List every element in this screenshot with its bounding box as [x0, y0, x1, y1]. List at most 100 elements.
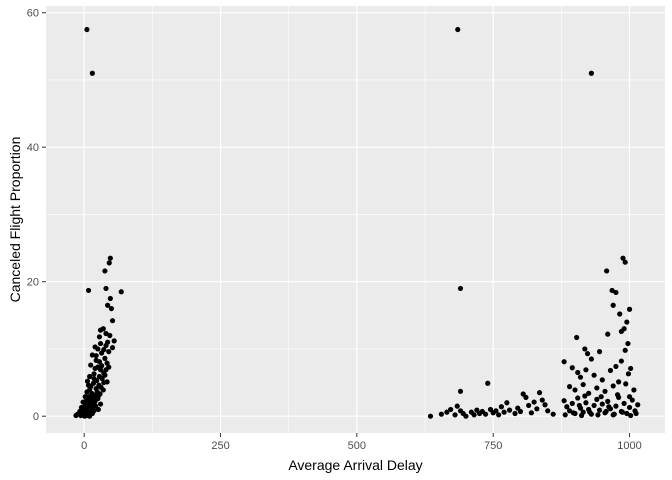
data-point — [577, 374, 584, 380]
data-point — [107, 332, 113, 339]
data-point — [625, 371, 632, 377]
data-point — [496, 412, 502, 418]
data-point — [550, 411, 556, 417]
data-point — [498, 404, 504, 410]
data-point — [106, 349, 112, 355]
data-point — [111, 338, 117, 344]
data-point — [485, 380, 491, 386]
data-point — [626, 306, 633, 312]
data-point — [588, 70, 594, 76]
data-point — [594, 385, 600, 391]
data-point — [564, 404, 570, 410]
data-point — [587, 409, 593, 415]
data-point — [109, 345, 116, 351]
data-point — [613, 403, 619, 409]
data-point — [118, 289, 124, 295]
data-point — [609, 287, 615, 294]
data-point — [583, 367, 589, 373]
data-point — [613, 289, 619, 296]
data-point — [633, 410, 639, 417]
data-point — [586, 390, 592, 396]
data-point — [95, 406, 101, 413]
data-point — [598, 394, 604, 400]
data-point — [570, 410, 576, 416]
data-point — [596, 407, 603, 413]
data-point — [88, 362, 94, 368]
major-grid — [46, 6, 665, 433]
data-point — [575, 369, 581, 376]
data-point — [605, 331, 611, 337]
data-point — [101, 379, 107, 386]
data-point — [620, 255, 626, 261]
data-point — [631, 387, 637, 393]
data-point — [617, 311, 623, 317]
data-point — [534, 406, 540, 412]
data-point — [103, 330, 109, 337]
data-point — [561, 359, 567, 365]
data-point — [427, 413, 434, 419]
data-point — [591, 402, 597, 409]
x-tick-label: 750 — [484, 440, 502, 452]
data-point — [455, 26, 461, 33]
data-point — [575, 395, 581, 401]
data-point — [626, 394, 633, 400]
data-point — [595, 412, 601, 418]
data-point — [603, 408, 609, 415]
data-point — [569, 400, 575, 407]
data-point — [512, 410, 518, 417]
data-point — [569, 365, 575, 371]
data-point — [561, 398, 567, 404]
data-point — [448, 406, 454, 413]
data-point — [102, 355, 108, 361]
data-point — [616, 379, 622, 385]
data-point — [100, 326, 106, 332]
data-point — [625, 340, 631, 347]
data-point — [457, 388, 464, 394]
data-point — [531, 399, 537, 405]
data-point — [536, 390, 543, 396]
data-point — [622, 347, 628, 353]
data-point — [457, 285, 464, 292]
y-tick-label: 20 — [27, 277, 39, 289]
data-point — [106, 364, 112, 370]
data-point — [566, 384, 573, 390]
data-points — [73, 26, 641, 419]
x-tick-label: 0 — [81, 440, 87, 452]
x-tick-label: 250 — [211, 440, 229, 452]
x-axis-title: Average Arrival Delay — [288, 457, 422, 473]
data-point — [584, 351, 591, 357]
data-point — [624, 410, 630, 417]
data-point — [93, 353, 99, 359]
y-tick-label: 60 — [27, 8, 39, 20]
data-point — [582, 346, 588, 352]
data-point — [517, 408, 524, 415]
data-point — [103, 285, 109, 292]
data-point — [624, 319, 630, 325]
data-point — [572, 387, 578, 393]
data-point — [90, 380, 97, 386]
x-axis: 0 250 500 750 1000 — [81, 433, 642, 452]
data-point — [610, 302, 616, 308]
data-point — [622, 259, 628, 265]
data-point — [574, 334, 580, 341]
x-tick-label: 500 — [348, 440, 366, 452]
data-point — [97, 340, 104, 347]
y-tick-label: 0 — [33, 411, 39, 423]
data-point — [621, 400, 627, 407]
data-point — [454, 403, 460, 409]
data-point — [91, 371, 97, 377]
data-point — [582, 393, 588, 399]
data-point — [482, 411, 489, 417]
data-point — [506, 407, 513, 413]
data-point — [623, 381, 629, 387]
data-point — [526, 402, 532, 409]
data-point — [611, 411, 617, 417]
data-point — [607, 367, 614, 374]
data-point — [539, 397, 545, 403]
data-point — [106, 260, 112, 266]
data-point — [614, 392, 621, 398]
data-point — [73, 412, 79, 419]
data-point — [605, 398, 611, 404]
data-point — [87, 373, 93, 380]
